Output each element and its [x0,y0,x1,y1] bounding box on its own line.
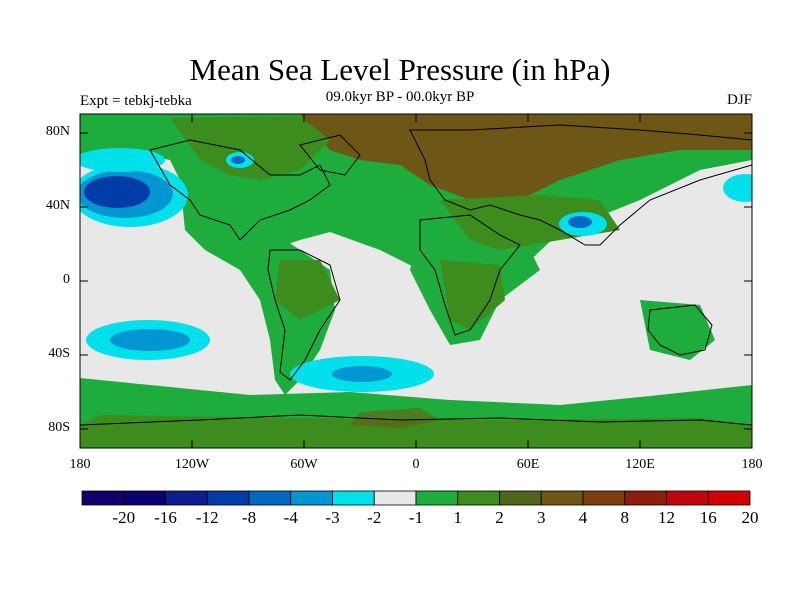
aleutian-negative [80,148,165,172]
chart-title: Mean Sea Level Pressure (in hPa) [189,52,611,87]
lon-tick-label: 0 [412,457,420,472]
colorbar-swatch [206,490,250,506]
colorbar-label: 16 [699,508,717,527]
colorbar-swatch [624,490,667,506]
colorbar-label: 4 [578,508,588,527]
lon-tick-label: 120E [625,457,655,472]
colorbar-label: 8 [620,508,630,527]
colorbar-swatch [123,490,166,506]
coastlines [80,124,752,426]
colorbar-label: 20 [741,508,759,527]
colorbar-label: -20 [112,508,136,527]
lon-tick-label: 180 [69,457,91,472]
antarctica-strong-positive [350,408,440,428]
east-asia-negative [723,174,752,202]
colorbar-label: -2 [367,508,382,527]
antarctica-moderate-positive [80,415,752,448]
lon-tick-label: 180 [741,457,763,472]
colorbar-label: -16 [154,508,177,527]
pressure-anomaly-field [80,114,752,448]
colorbar-swatch [165,490,208,506]
colorbar-label: -3 [325,508,340,527]
australia-positive-region [640,300,715,360]
south-america-moderate-positive [275,260,340,320]
lat-tick-label: 80S [48,420,70,435]
colorbar-swatch [499,490,542,506]
colorbar-swatch [540,490,584,506]
lon-tick-label: 60W [290,457,318,472]
colorbar-label: -8 [241,508,257,527]
hudson-bay-core-negative [231,156,245,164]
eurasia-moderate-positive [440,195,620,250]
lon-tick-label: 120W [174,457,210,472]
north-america-moderate-positive [170,116,330,180]
colorbar-swatch [290,490,333,506]
tibet-core-negative [568,216,592,228]
axis-ticks [80,114,752,448]
colorbar-swatch [248,490,292,506]
colorbar-label: 2 [495,508,504,527]
lon-tick-label: 60E [516,457,540,472]
south-pacific-core-negative [110,329,190,351]
north-pacific-strong-negative [84,176,150,208]
africa-moderate-positive [440,260,505,330]
colorbar-swatch [332,490,375,506]
colorbar-swatch [707,490,751,506]
lat-tick-label: 0 [63,272,70,287]
chart-subtitle: 09.0kyr BP - 00.0kyr BP [325,89,475,105]
lat-tick-label: 40S [48,346,70,361]
colorbar-label: -12 [195,508,219,527]
colorbar-label: 12 [658,508,675,527]
lat-tick-label: 80N [45,124,70,139]
lat-tick-label: 40N [45,198,70,213]
south-atlantic-core-negative [332,366,392,382]
colorbar-label: -4 [283,508,298,527]
experiment-label: Expt = tebkj-tebka [80,93,192,109]
colorbar-swatch [415,490,459,506]
colorbar-label: 3 [537,508,546,527]
colorbar-swatch [666,490,709,506]
colorbar-swatch [81,490,125,506]
americas-positive-region [180,180,335,395]
colorbar-label: -1 [408,508,424,527]
colorbar-swatch [582,490,626,506]
season-label: DJF [726,92,752,108]
colorbar-swatch [457,490,500,506]
colorbar-label: 1 [453,508,463,527]
colorbar-swatch [373,490,417,506]
colorbar [81,490,751,506]
